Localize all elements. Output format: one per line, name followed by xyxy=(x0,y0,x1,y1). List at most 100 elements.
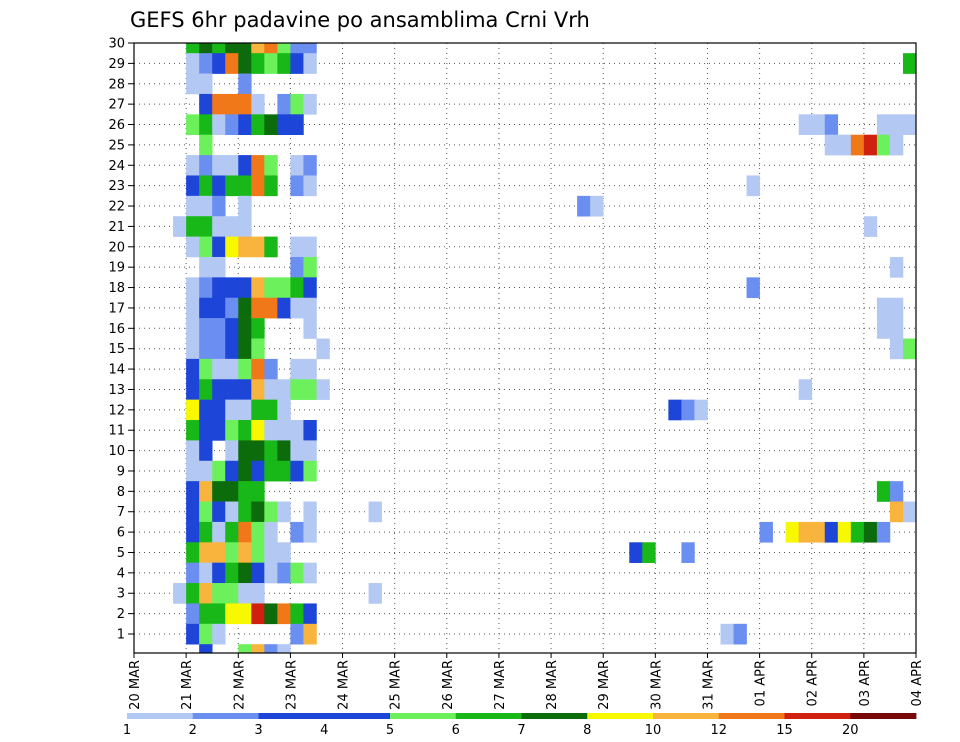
precip-cell xyxy=(225,43,239,54)
precip-cell xyxy=(212,53,226,74)
precip-cell xyxy=(212,623,226,645)
precip-cell xyxy=(238,644,252,654)
precip-cell xyxy=(277,440,291,462)
y-tick-label: 25 xyxy=(108,138,125,153)
colorbar-segment xyxy=(653,713,720,719)
precip-cell xyxy=(668,399,682,421)
colorbar-segment xyxy=(850,713,917,719)
precip-cell xyxy=(824,114,839,136)
precip-cell xyxy=(212,93,226,115)
precip-cell xyxy=(186,521,200,543)
precip-cell xyxy=(238,521,252,543)
precip-cell xyxy=(277,562,291,584)
precip-cell xyxy=(811,114,826,136)
precip-cell xyxy=(277,93,291,115)
precip-cell xyxy=(290,440,304,462)
x-tick-label: 23 MAR xyxy=(284,660,299,710)
precip-cell xyxy=(303,256,317,278)
colorbar-legend: 1 2 3 4 5 6 7 8 10 12 15 20 xyxy=(123,713,917,738)
y-tick-label: 27 xyxy=(108,98,125,113)
precip-cell xyxy=(290,277,304,299)
precip-cell xyxy=(264,542,278,563)
precip-cell xyxy=(186,277,200,299)
precip-cell xyxy=(173,583,187,604)
precip-cell xyxy=(238,583,252,604)
precip-cell xyxy=(277,114,291,136)
precip-cell xyxy=(264,440,278,462)
precip-cell xyxy=(303,521,317,543)
precip-cell xyxy=(199,195,213,217)
precip-cell xyxy=(238,155,252,176)
precip-cell xyxy=(212,175,226,197)
precip-cell xyxy=(251,542,265,563)
precip-cell xyxy=(212,297,226,319)
precip-cell xyxy=(238,460,252,482)
precip-cell xyxy=(290,297,304,319)
precip-cell xyxy=(863,521,878,543)
precip-cell xyxy=(251,43,265,54)
precip-cell xyxy=(681,399,695,421)
precip-cell xyxy=(199,379,213,400)
precip-cell xyxy=(238,297,252,319)
precip-cell xyxy=(290,114,304,136)
precip-cell xyxy=(238,379,252,400)
precip-cell xyxy=(251,175,265,197)
precip-cell xyxy=(303,440,317,462)
colorbar-label: 20 xyxy=(842,723,859,738)
precip-cell xyxy=(186,623,200,645)
precip-cell xyxy=(290,420,304,441)
x-tick-label: 04 APR xyxy=(910,660,925,706)
colorbar-label: 3 xyxy=(254,723,262,738)
precip-cell xyxy=(199,134,213,156)
precip-cell xyxy=(212,399,226,421)
precip-cell xyxy=(186,379,200,400)
precip-cell xyxy=(225,114,239,136)
colorbar-label: 7 xyxy=(517,723,525,738)
precip-cell xyxy=(290,175,304,197)
chart-title: GEFS 6hr padavine po ansamblima Crni Vrh xyxy=(130,8,590,32)
y-tick-label: 14 xyxy=(108,363,125,378)
precip-cell xyxy=(212,501,226,523)
precip-cell xyxy=(212,562,226,584)
precip-cell xyxy=(199,562,213,584)
precip-cell xyxy=(277,460,291,482)
precip-cell xyxy=(264,501,278,523)
y-tick-label: 30 xyxy=(108,37,125,52)
precip-cell xyxy=(225,460,239,482)
precip-cell xyxy=(303,420,317,441)
precip-cell xyxy=(277,297,291,319)
x-tick-label: 29 MAR xyxy=(597,660,612,710)
precip-cell xyxy=(199,501,213,523)
precip-cell xyxy=(186,399,200,421)
precip-cell xyxy=(225,583,239,604)
y-tick-label: 3 xyxy=(117,587,125,602)
precip-cell xyxy=(199,297,213,319)
precip-cell xyxy=(290,155,304,176)
precip-cell xyxy=(238,318,252,339)
precip-cell xyxy=(277,399,291,421)
precip-cell xyxy=(251,603,265,625)
precip-cell xyxy=(212,155,226,176)
precip-cell xyxy=(251,53,265,74)
y-tick-label: 5 xyxy=(117,546,125,561)
precip-cell xyxy=(251,420,265,441)
y-tick-label: 28 xyxy=(108,77,125,92)
precip-cell xyxy=(863,216,878,237)
precip-cell xyxy=(290,623,304,645)
colorbar-label: 4 xyxy=(320,723,328,738)
precip-cell xyxy=(876,521,891,543)
precip-cell xyxy=(277,603,291,625)
precip-cell xyxy=(889,256,904,278)
precip-cell xyxy=(186,542,200,563)
precip-cell xyxy=(186,603,200,625)
precip-cell xyxy=(225,216,239,237)
precip-cell xyxy=(902,114,917,136)
precip-cell xyxy=(251,562,265,584)
precip-cell xyxy=(316,379,330,400)
precip-cell xyxy=(225,481,239,502)
precip-cell xyxy=(251,297,265,319)
precip-cell xyxy=(212,256,226,278)
precip-cell xyxy=(264,297,278,319)
precip-cell xyxy=(212,277,226,299)
colorbar-label: 8 xyxy=(583,723,591,738)
